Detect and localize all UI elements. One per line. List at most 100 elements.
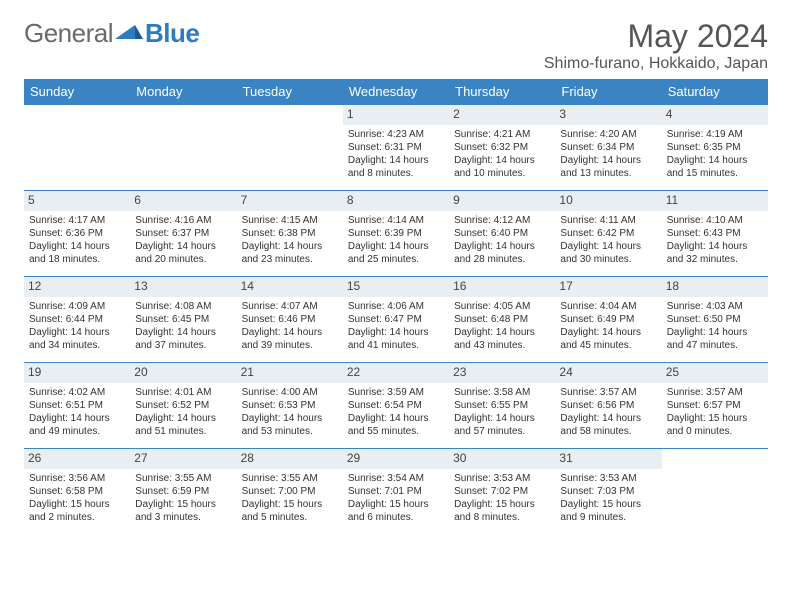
sunset-line: Sunset: 7:02 PM: [454, 485, 550, 498]
day-number: 1: [343, 105, 449, 125]
calendar-cell: 19Sunrise: 4:02 AMSunset: 6:51 PMDayligh…: [24, 363, 130, 449]
sunrise-line: Sunrise: 4:19 AM: [667, 128, 763, 141]
daylight-line: Daylight: 15 hours and 0 minutes.: [667, 412, 763, 438]
daylight-line: Daylight: 14 hours and 41 minutes.: [348, 326, 444, 352]
weekday-header: Sunday: [24, 79, 130, 105]
sunset-line: Sunset: 7:01 PM: [348, 485, 444, 498]
calendar-cell: 5Sunrise: 4:17 AMSunset: 6:36 PMDaylight…: [24, 191, 130, 277]
sunset-line: Sunset: 6:34 PM: [560, 141, 656, 154]
calendar-cell-empty: [24, 105, 130, 191]
calendar-cell: 18Sunrise: 4:03 AMSunset: 6:50 PMDayligh…: [662, 277, 768, 363]
calendar-cell: 6Sunrise: 4:16 AMSunset: 6:37 PMDaylight…: [130, 191, 236, 277]
weekday-header: Friday: [555, 79, 661, 105]
daylight-line: Daylight: 14 hours and 30 minutes.: [560, 240, 656, 266]
sunrise-line: Sunrise: 4:17 AM: [29, 214, 125, 227]
sunrise-line: Sunrise: 4:12 AM: [454, 214, 550, 227]
sunrise-line: Sunrise: 4:21 AM: [454, 128, 550, 141]
day-number: 2: [449, 105, 555, 125]
sunset-line: Sunset: 6:32 PM: [454, 141, 550, 154]
day-number: 22: [343, 363, 449, 383]
calendar-cell: 1Sunrise: 4:23 AMSunset: 6:31 PMDaylight…: [343, 105, 449, 191]
calendar: SundayMondayTuesdayWednesdayThursdayFrid…: [24, 79, 768, 535]
day-number: 18: [662, 277, 768, 297]
sunset-line: Sunset: 6:44 PM: [29, 313, 125, 326]
day-number: 16: [449, 277, 555, 297]
sunrise-line: Sunrise: 3:54 AM: [348, 472, 444, 485]
calendar-cell: 14Sunrise: 4:07 AMSunset: 6:46 PMDayligh…: [237, 277, 343, 363]
daylight-line: Daylight: 14 hours and 25 minutes.: [348, 240, 444, 266]
day-number: 23: [449, 363, 555, 383]
daylight-line: Daylight: 14 hours and 51 minutes.: [135, 412, 231, 438]
calendar-cell: 7Sunrise: 4:15 AMSunset: 6:38 PMDaylight…: [237, 191, 343, 277]
daylight-line: Daylight: 14 hours and 13 minutes.: [560, 154, 656, 180]
calendar-cell: 20Sunrise: 4:01 AMSunset: 6:52 PMDayligh…: [130, 363, 236, 449]
sunset-line: Sunset: 6:39 PM: [348, 227, 444, 240]
calendar-cell: 21Sunrise: 4:00 AMSunset: 6:53 PMDayligh…: [237, 363, 343, 449]
sunrise-line: Sunrise: 4:23 AM: [348, 128, 444, 141]
sunset-line: Sunset: 6:51 PM: [29, 399, 125, 412]
day-number: 4: [662, 105, 768, 125]
sunset-line: Sunset: 6:46 PM: [242, 313, 338, 326]
daylight-line: Daylight: 15 hours and 8 minutes.: [454, 498, 550, 524]
sunrise-line: Sunrise: 3:56 AM: [29, 472, 125, 485]
daylight-line: Daylight: 14 hours and 45 minutes.: [560, 326, 656, 352]
sunrise-line: Sunrise: 4:02 AM: [29, 386, 125, 399]
day-number: 24: [555, 363, 661, 383]
calendar-cell-empty: [237, 105, 343, 191]
day-number: 26: [24, 449, 130, 469]
calendar-cell: 23Sunrise: 3:58 AMSunset: 6:55 PMDayligh…: [449, 363, 555, 449]
logo-mark-icon: [115, 21, 143, 46]
sunset-line: Sunset: 6:53 PM: [242, 399, 338, 412]
day-number: 20: [130, 363, 236, 383]
daylight-line: Daylight: 14 hours and 37 minutes.: [135, 326, 231, 352]
sunset-line: Sunset: 6:42 PM: [560, 227, 656, 240]
day-number: 21: [237, 363, 343, 383]
calendar-body: 1Sunrise: 4:23 AMSunset: 6:31 PMDaylight…: [24, 105, 768, 535]
calendar-row: 12Sunrise: 4:09 AMSunset: 6:44 PMDayligh…: [24, 277, 768, 363]
daylight-line: Daylight: 15 hours and 3 minutes.: [135, 498, 231, 524]
sunrise-line: Sunrise: 4:15 AM: [242, 214, 338, 227]
sunset-line: Sunset: 6:49 PM: [560, 313, 656, 326]
calendar-cell: 26Sunrise: 3:56 AMSunset: 6:58 PMDayligh…: [24, 449, 130, 535]
daylight-line: Daylight: 14 hours and 20 minutes.: [135, 240, 231, 266]
calendar-row: 26Sunrise: 3:56 AMSunset: 6:58 PMDayligh…: [24, 449, 768, 535]
day-number: 14: [237, 277, 343, 297]
calendar-cell: 30Sunrise: 3:53 AMSunset: 7:02 PMDayligh…: [449, 449, 555, 535]
calendar-cell: 9Sunrise: 4:12 AMSunset: 6:40 PMDaylight…: [449, 191, 555, 277]
calendar-cell: 4Sunrise: 4:19 AMSunset: 6:35 PMDaylight…: [662, 105, 768, 191]
day-number: 28: [237, 449, 343, 469]
sunset-line: Sunset: 6:47 PM: [348, 313, 444, 326]
sunrise-line: Sunrise: 4:14 AM: [348, 214, 444, 227]
month-title: May 2024: [544, 18, 768, 55]
day-number: 25: [662, 363, 768, 383]
daylight-line: Daylight: 14 hours and 55 minutes.: [348, 412, 444, 438]
calendar-cell: 28Sunrise: 3:55 AMSunset: 7:00 PMDayligh…: [237, 449, 343, 535]
day-number: 30: [449, 449, 555, 469]
calendar-cell: 12Sunrise: 4:09 AMSunset: 6:44 PMDayligh…: [24, 277, 130, 363]
calendar-cell: 15Sunrise: 4:06 AMSunset: 6:47 PMDayligh…: [343, 277, 449, 363]
calendar-cell: 17Sunrise: 4:04 AMSunset: 6:49 PMDayligh…: [555, 277, 661, 363]
day-number: 17: [555, 277, 661, 297]
daylight-line: Daylight: 15 hours and 9 minutes.: [560, 498, 656, 524]
calendar-cell-empty: [662, 449, 768, 535]
daylight-line: Daylight: 14 hours and 28 minutes.: [454, 240, 550, 266]
sunset-line: Sunset: 7:00 PM: [242, 485, 338, 498]
calendar-cell: 11Sunrise: 4:10 AMSunset: 6:43 PMDayligh…: [662, 191, 768, 277]
sunrise-line: Sunrise: 3:53 AM: [560, 472, 656, 485]
sunrise-line: Sunrise: 4:05 AM: [454, 300, 550, 313]
day-number: 27: [130, 449, 236, 469]
logo-text-1: General: [24, 18, 113, 49]
day-number: 15: [343, 277, 449, 297]
title-block: May 2024 Shimo-furano, Hokkaido, Japan: [544, 18, 768, 73]
daylight-line: Daylight: 14 hours and 34 minutes.: [29, 326, 125, 352]
day-number: 5: [24, 191, 130, 211]
sunset-line: Sunset: 6:59 PM: [135, 485, 231, 498]
calendar-cell: 31Sunrise: 3:53 AMSunset: 7:03 PMDayligh…: [555, 449, 661, 535]
daylight-line: Daylight: 14 hours and 47 minutes.: [667, 326, 763, 352]
sunset-line: Sunset: 6:55 PM: [454, 399, 550, 412]
calendar-cell: 13Sunrise: 4:08 AMSunset: 6:45 PMDayligh…: [130, 277, 236, 363]
sunset-line: Sunset: 6:35 PM: [667, 141, 763, 154]
day-number: 7: [237, 191, 343, 211]
day-number: 19: [24, 363, 130, 383]
sunset-line: Sunset: 7:03 PM: [560, 485, 656, 498]
